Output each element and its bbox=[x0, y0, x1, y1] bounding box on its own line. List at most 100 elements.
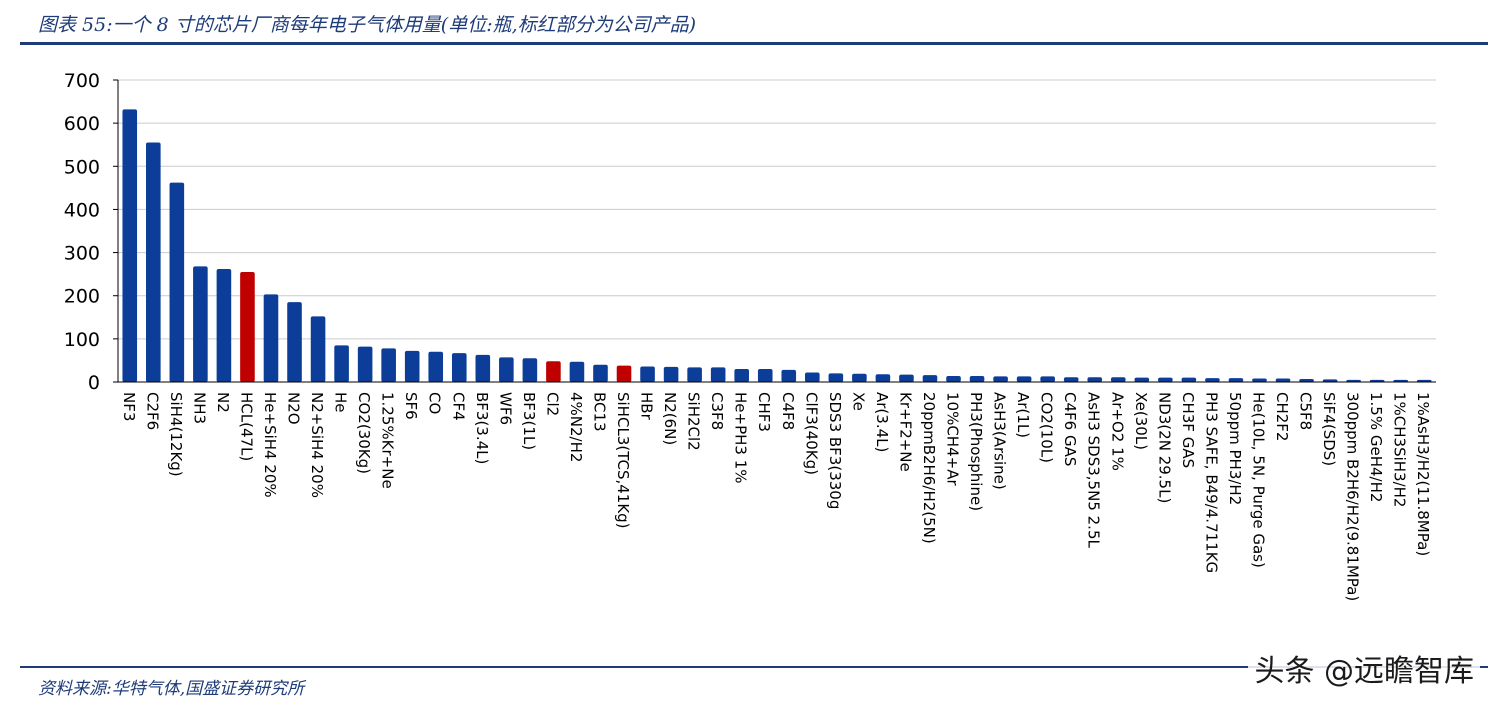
x-tick-label: Xe bbox=[849, 392, 867, 411]
bar bbox=[969, 375, 985, 382]
bar bbox=[216, 268, 232, 382]
x-tick-label: SiH2Cl2 bbox=[685, 392, 703, 451]
bar bbox=[922, 375, 938, 382]
x-tick-label: Xe(30L) bbox=[1132, 392, 1150, 450]
x-tick-label: SiH4(12Kg) bbox=[167, 392, 185, 477]
bar bbox=[1063, 377, 1079, 382]
x-tick-label: HCL(47L) bbox=[237, 392, 255, 461]
y-tick-label: 100 bbox=[64, 329, 100, 351]
x-tick-label: PH3(Phosphine) bbox=[967, 392, 985, 511]
x-tick-label: 1%CH3SiH3/H2 bbox=[1391, 392, 1409, 507]
x-tick-label: HBr bbox=[638, 392, 656, 421]
bar bbox=[687, 367, 702, 382]
x-tick-label: Ar+O2 1% bbox=[1108, 392, 1126, 471]
x-tick-label: BF3(3.4L) bbox=[473, 392, 491, 464]
bar bbox=[757, 369, 773, 382]
x-tick-label: CO2(30Kg) bbox=[355, 392, 373, 474]
x-tick-label: SDS3 BF3(330g bbox=[826, 392, 844, 509]
y-tick-label: 600 bbox=[64, 113, 100, 135]
bar bbox=[146, 142, 161, 382]
x-tick-label: 1.5% GeH4/H2 bbox=[1367, 392, 1385, 502]
x-tick-label: ClF3(40Kg) bbox=[802, 392, 820, 475]
bar bbox=[734, 369, 749, 382]
x-tick-label: Ar(3.4L) bbox=[873, 392, 891, 452]
bar bbox=[781, 369, 797, 382]
bar bbox=[1158, 377, 1173, 382]
x-tick-label: WF6 bbox=[496, 392, 514, 425]
x-tick-label: C5F8 bbox=[1297, 392, 1315, 430]
bar bbox=[569, 361, 585, 382]
bar bbox=[616, 365, 632, 382]
x-tick-label: N2(6N) bbox=[661, 392, 679, 445]
bar bbox=[499, 357, 514, 382]
bar-chart: 0 100 200 300 400 500 600 700 NF3 C2F6 SiH4(12Kg)… bbox=[64, 70, 1436, 601]
bar bbox=[993, 376, 1008, 382]
x-tick-label: 20ppmB2H6/H2(5N) bbox=[920, 392, 938, 544]
bar bbox=[663, 366, 679, 382]
y-tick-label: 700 bbox=[64, 70, 100, 92]
bar bbox=[381, 348, 396, 382]
x-tick-label: He+SiH4 20% bbox=[261, 392, 279, 498]
bar bbox=[1110, 377, 1126, 382]
bar bbox=[287, 302, 302, 382]
x-tick-label: He(10L, 5N, Purge Gas) bbox=[1249, 392, 1267, 568]
x-tick-label: SiF4(SDS) bbox=[1320, 392, 1338, 466]
x-tick-label: C4F6 GAS bbox=[1061, 392, 1079, 466]
x-tick-label: N2O bbox=[285, 392, 303, 425]
bars bbox=[122, 109, 1432, 382]
x-tick-label: BC13 bbox=[590, 392, 608, 432]
bar bbox=[310, 316, 326, 382]
x-tick-label: CH3F GAS bbox=[1179, 392, 1197, 468]
x-tick-label: C4F8 bbox=[779, 392, 797, 430]
x-tick-label: Ar(1L) bbox=[1014, 392, 1032, 438]
source-note: 资料来源:华特气体,国盛证券研究所 bbox=[38, 679, 305, 699]
bar bbox=[522, 358, 538, 382]
bar bbox=[828, 373, 844, 382]
bar bbox=[404, 350, 420, 382]
bar bbox=[640, 366, 655, 382]
x-tick-label: 1.25%Kr+Ne bbox=[379, 392, 397, 489]
bar bbox=[193, 266, 208, 382]
x-tick-label: CO2(10L) bbox=[1038, 392, 1056, 463]
x-tick-label: SF6 bbox=[402, 392, 420, 420]
x-tick-label: NF3 bbox=[120, 392, 138, 421]
bar bbox=[1228, 378, 1244, 382]
bar bbox=[805, 372, 820, 382]
x-tick-label: NH3 bbox=[190, 392, 208, 424]
bar bbox=[710, 367, 726, 382]
bar bbox=[357, 346, 373, 382]
bar bbox=[1040, 376, 1055, 382]
x-tick-label: N2+SiH4 20% bbox=[308, 392, 326, 498]
x-tick-label: 300ppm B2H6/H2(9.81MPa) bbox=[1344, 392, 1362, 601]
y-tick-label: 0 bbox=[88, 372, 100, 394]
x-tick-label: PH3 SAFE, B49/4.711KG bbox=[1202, 392, 1220, 573]
axes bbox=[113, 79, 1436, 383]
bar bbox=[852, 373, 867, 382]
bar bbox=[1393, 379, 1408, 382]
x-tick-label: 4%N2/H2 bbox=[567, 392, 585, 462]
y-axis-tick-labels: 0 100 200 300 400 500 600 700 bbox=[64, 70, 100, 394]
bar bbox=[1346, 379, 1361, 382]
bar bbox=[1016, 376, 1032, 382]
x-tick-label: CH2F2 bbox=[1273, 392, 1291, 441]
x-tick-label: 1%AsH3/H2(11.8MPa) bbox=[1414, 392, 1432, 556]
bar bbox=[1087, 377, 1103, 382]
x-tick-label: CHF3 bbox=[755, 392, 773, 432]
bar bbox=[451, 353, 467, 382]
bar bbox=[1369, 379, 1385, 382]
x-axis-tick-labels: NF3 C2F6 SiH4(12Kg) NH3 N2 HCL(47L) He+SiH4 20… bbox=[120, 392, 1432, 601]
x-tick-label: He bbox=[332, 392, 350, 413]
bar bbox=[593, 364, 608, 382]
bar bbox=[428, 351, 444, 382]
x-tick-label: Kr+F2+Ne bbox=[896, 392, 914, 472]
x-tick-label: N2 bbox=[214, 392, 232, 413]
x-tick-label: CO bbox=[426, 392, 444, 414]
x-tick-label: AsH3(Arsine) bbox=[991, 392, 1009, 490]
watermark: 头条 @远瞻智库 bbox=[1248, 646, 1480, 690]
title-rule bbox=[20, 42, 1488, 45]
bar bbox=[263, 294, 279, 382]
gridlines bbox=[118, 79, 1436, 340]
bar bbox=[334, 345, 349, 382]
bar bbox=[169, 182, 185, 382]
bar bbox=[240, 271, 255, 382]
